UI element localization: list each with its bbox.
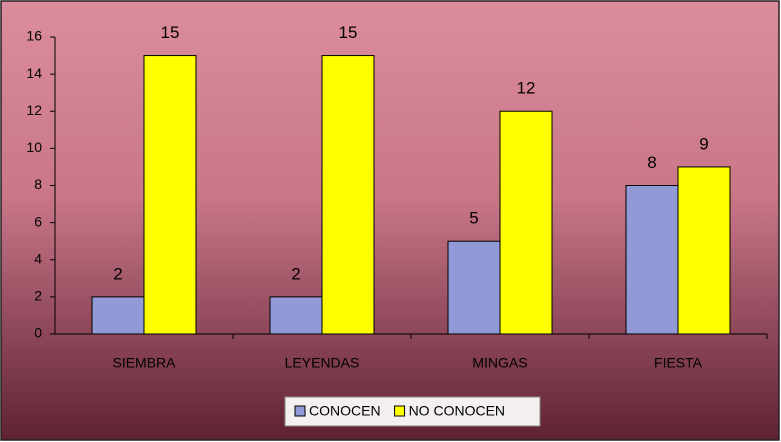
bar	[91, 296, 145, 335]
legend-box	[284, 396, 541, 427]
x-tick-label: SIEMBRA	[112, 355, 176, 371]
data-label: 5	[469, 209, 478, 228]
y-tick-label: 12	[26, 102, 42, 118]
y-tick-label: 0	[34, 325, 42, 341]
data-label: 2	[113, 264, 122, 283]
y-tick-label: 2	[34, 288, 42, 304]
x-tick-label: FIESTA	[654, 355, 703, 371]
bar	[143, 55, 197, 335]
y-tick-label: 8	[34, 176, 42, 192]
data-label: 8	[647, 153, 656, 172]
y-tick-label: 6	[34, 213, 42, 229]
bar	[321, 55, 375, 335]
data-label: 2	[291, 264, 300, 283]
data-label: 12	[517, 79, 536, 98]
data-label: 15	[161, 23, 180, 42]
legend-label: CONOCEN	[309, 403, 381, 419]
bar	[269, 296, 323, 335]
legend-swatch	[394, 405, 406, 417]
data-label: 15	[339, 23, 358, 42]
x-tick-label: MINGAS	[472, 355, 527, 371]
bar	[499, 110, 553, 335]
bar	[677, 166, 731, 335]
legend-label: NO CONOCEN	[409, 403, 505, 419]
bar	[447, 240, 501, 335]
y-tick-label: 14	[26, 65, 42, 81]
data-label: 9	[699, 134, 708, 153]
y-tick-label: 16	[26, 28, 42, 44]
legend-swatch	[294, 405, 306, 417]
y-tick-label: 10	[26, 139, 42, 155]
y-tick-label: 4	[34, 250, 42, 266]
bar	[625, 185, 679, 335]
x-tick-label: LEYENDAS	[285, 355, 360, 371]
